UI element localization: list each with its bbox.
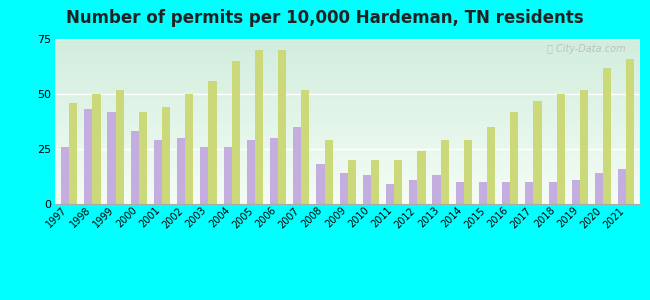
Text: Number of permits per 10,000 Hardeman, TN residents: Number of permits per 10,000 Hardeman, T… [66, 9, 584, 27]
Bar [386, 184, 394, 204]
Bar [510, 112, 519, 204]
Bar [69, 103, 77, 204]
Bar [432, 176, 441, 204]
Bar [255, 50, 263, 204]
Bar [317, 164, 324, 204]
Bar [162, 107, 170, 204]
Bar [464, 140, 472, 204]
Bar [371, 160, 379, 204]
Bar [363, 176, 371, 204]
Bar [456, 182, 464, 204]
Bar [154, 140, 162, 204]
Bar [107, 112, 116, 204]
Bar [278, 50, 286, 204]
Bar [61, 147, 69, 204]
Bar [556, 94, 565, 204]
Bar [339, 173, 348, 204]
Bar [231, 61, 240, 204]
Bar [525, 182, 534, 204]
Bar [224, 147, 231, 204]
Bar [177, 138, 185, 204]
Bar [603, 68, 611, 204]
Bar [580, 90, 588, 204]
Bar [185, 94, 194, 204]
Bar [441, 140, 448, 204]
Bar [209, 81, 216, 204]
Bar [302, 90, 309, 204]
Bar [534, 100, 541, 204]
Bar [348, 160, 356, 204]
Bar [479, 182, 487, 204]
Bar [618, 169, 627, 204]
Bar [394, 160, 402, 204]
Bar [131, 131, 139, 204]
Bar [417, 151, 426, 204]
Bar [572, 180, 580, 204]
Bar [270, 138, 278, 204]
Bar [487, 127, 495, 204]
Bar [92, 94, 101, 204]
Bar [410, 180, 417, 204]
Bar [502, 182, 510, 204]
Bar [293, 127, 302, 204]
Bar [549, 182, 556, 204]
Bar [116, 90, 124, 204]
Bar [627, 59, 634, 204]
Bar [247, 140, 255, 204]
Bar [324, 140, 333, 204]
Text: ⓘ City-Data.com: ⓘ City-Data.com [547, 44, 625, 54]
Bar [139, 112, 147, 204]
Bar [595, 173, 603, 204]
Bar [84, 110, 92, 204]
Bar [200, 147, 209, 204]
